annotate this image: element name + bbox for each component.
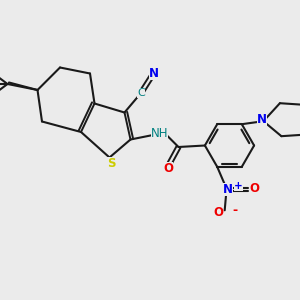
Text: S: S xyxy=(107,157,115,170)
Text: O: O xyxy=(213,206,223,219)
Text: C: C xyxy=(137,88,145,98)
Text: N: N xyxy=(257,113,267,126)
Text: NH: NH xyxy=(151,127,168,140)
Text: -: - xyxy=(232,204,238,218)
Text: N: N xyxy=(223,183,233,196)
Text: N: N xyxy=(149,67,159,80)
Text: O: O xyxy=(163,162,173,175)
Text: +: + xyxy=(234,181,243,191)
Text: O: O xyxy=(249,182,260,195)
